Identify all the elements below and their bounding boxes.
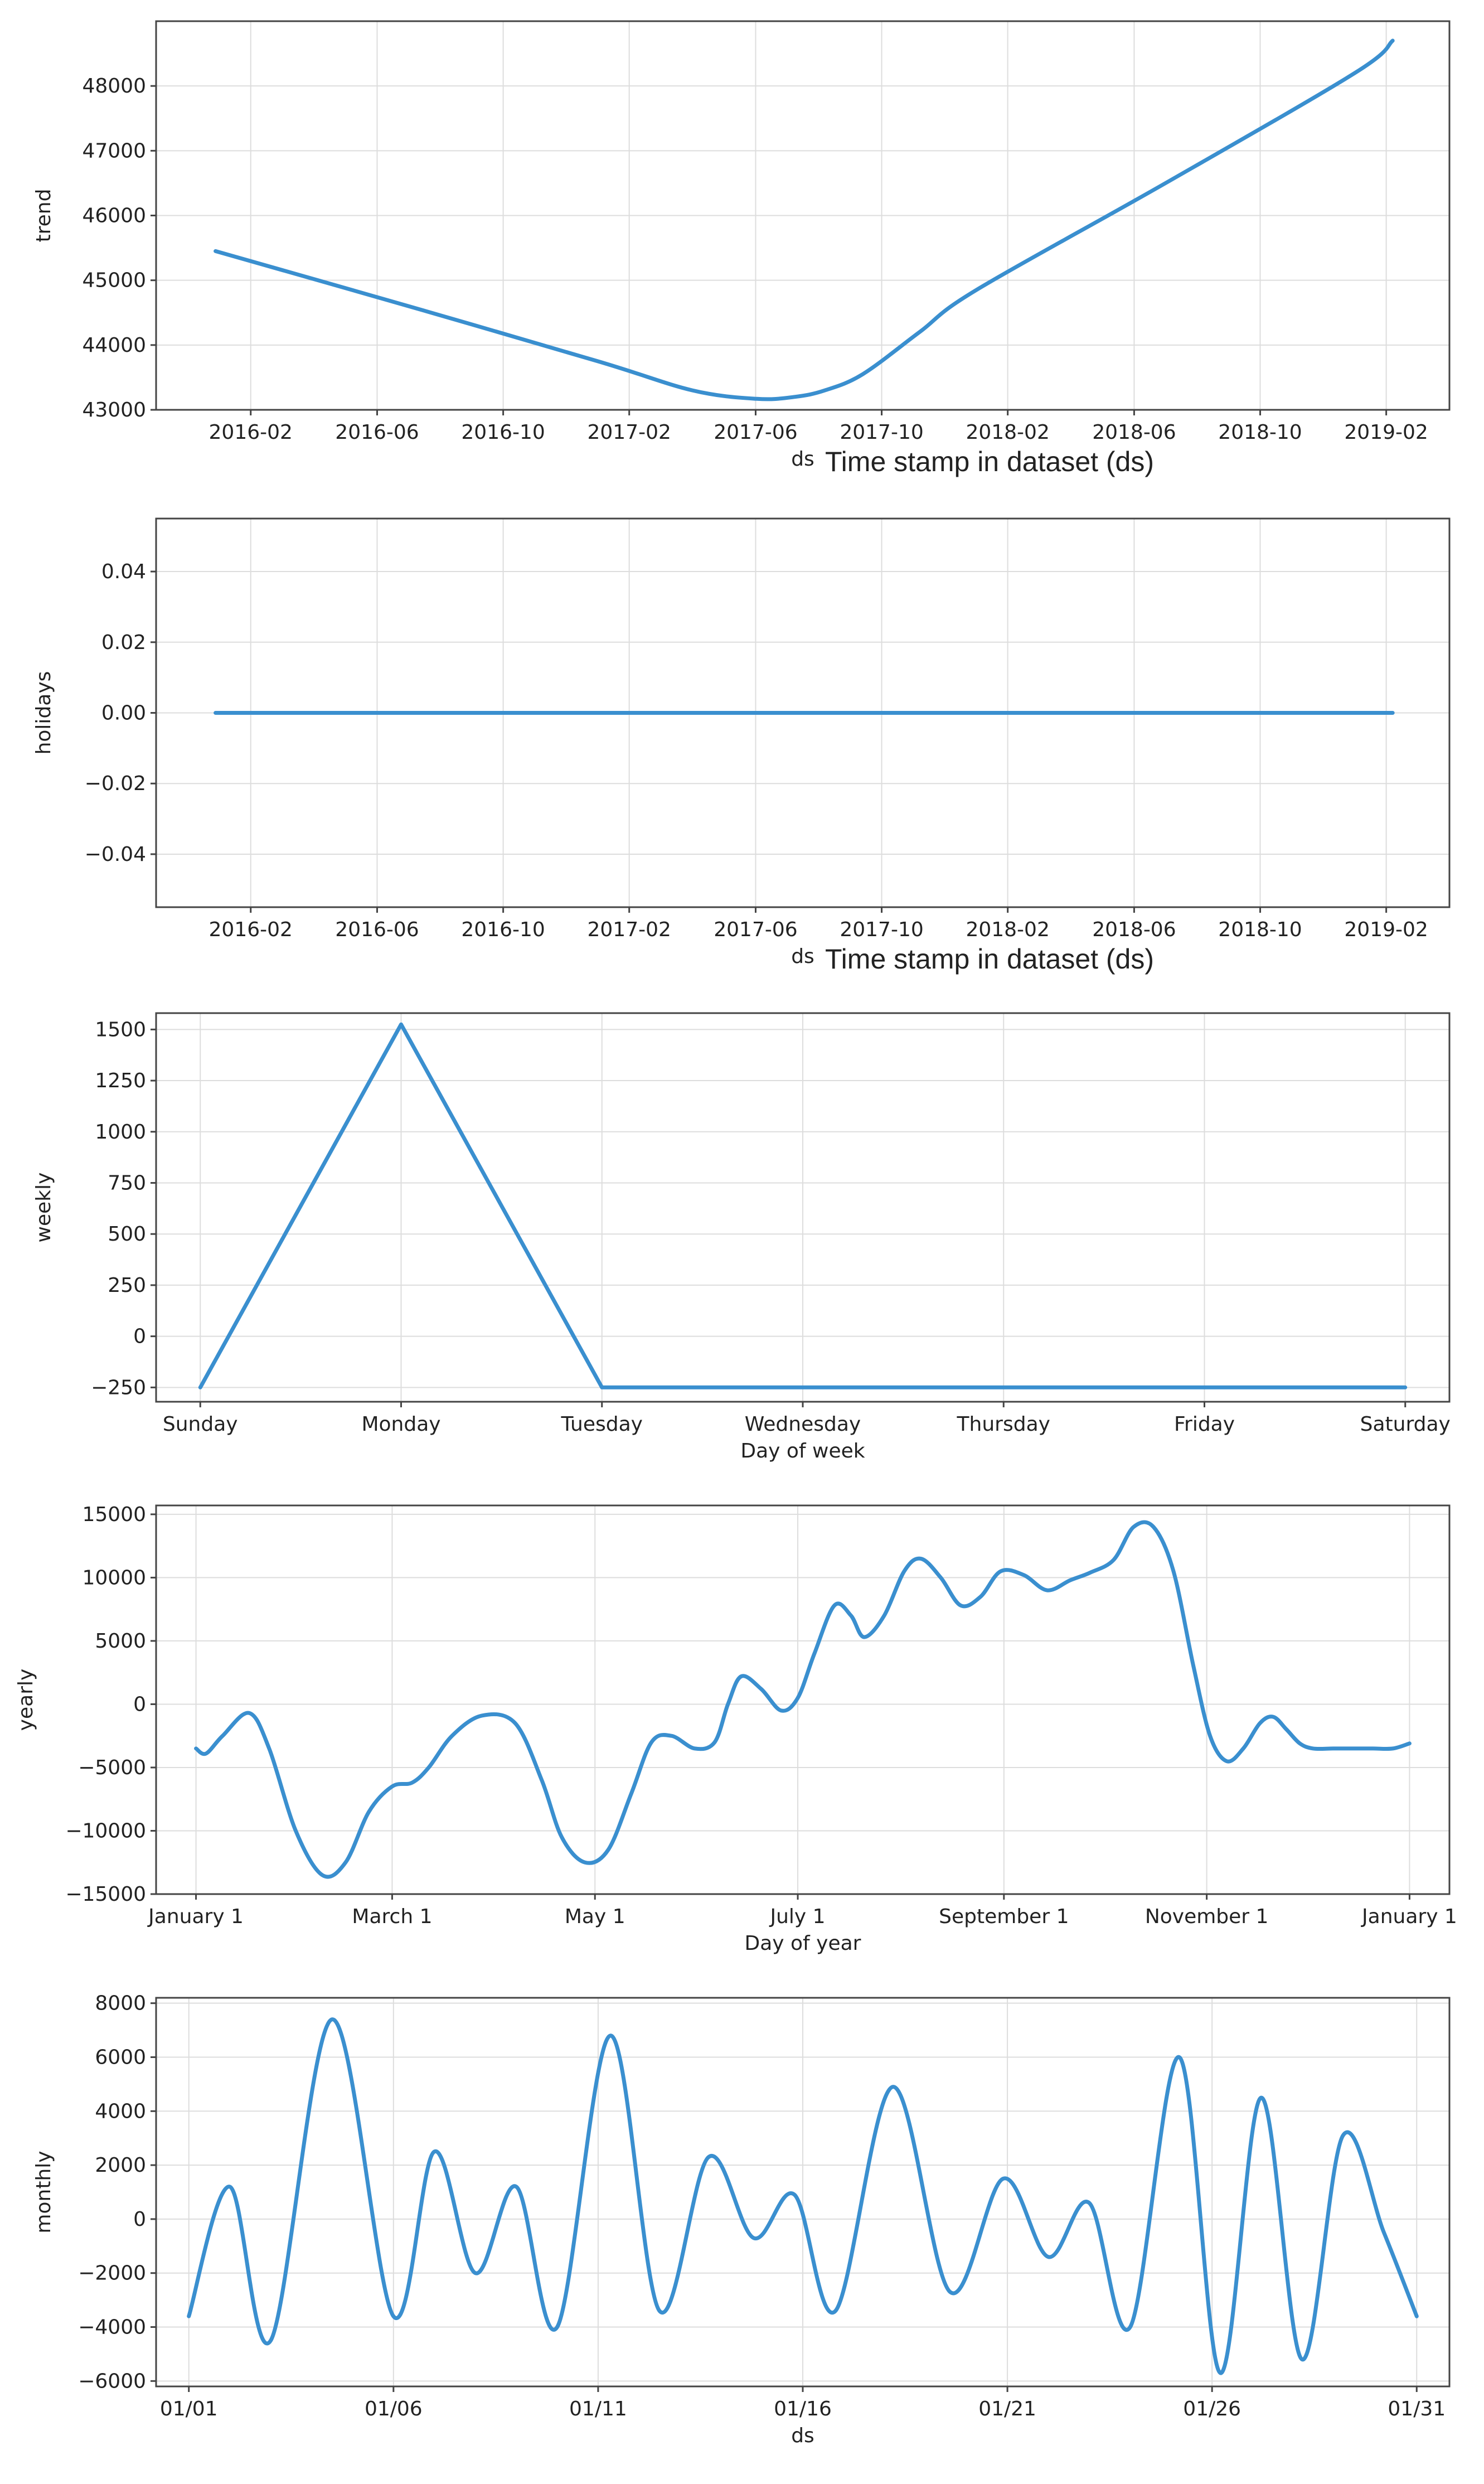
x-tick-label: 2017-10 bbox=[840, 918, 923, 941]
x-tick-label: 2018-10 bbox=[1218, 918, 1302, 941]
y-tick-label: 500 bbox=[108, 1223, 146, 1246]
y-tick-label: 15000 bbox=[82, 1503, 146, 1526]
panel-trend: 43000 44000 45000 46000 47000 48000 2016-02 201… bbox=[32, 20, 1451, 477]
y-tick-label: 1500 bbox=[95, 1018, 146, 1041]
plot-frame bbox=[155, 1504, 1451, 1895]
y-tick-label: 2000 bbox=[95, 2154, 146, 2177]
y-axis-label: holidays bbox=[32, 671, 55, 755]
x-tick-label: Tuesday bbox=[561, 1413, 643, 1436]
x-tick-label: 2016-10 bbox=[461, 421, 545, 444]
panel-holidays: −0.04 −0.02 0.00 0.02 0.04 2016-02 2016-06 2016… bbox=[32, 517, 1451, 975]
y-tick-label: 6000 bbox=[95, 2046, 146, 2069]
y-tick-label: 250 bbox=[108, 1274, 146, 1297]
y-tick-label: −4000 bbox=[78, 2316, 146, 2339]
yearly-series-line bbox=[194, 1520, 1412, 1879]
x-axis-label: ds bbox=[791, 2424, 814, 2447]
x-tick-label: 2017-02 bbox=[587, 918, 671, 941]
y-tick-label: 45000 bbox=[82, 269, 146, 292]
y-tick-label: 0.00 bbox=[101, 702, 146, 725]
panel-weekly: −250 0 250 500 750 1000 1250 1500 Sunday Monday Tu… bbox=[32, 1012, 1451, 1463]
y-tick-label: −10000 bbox=[65, 1819, 146, 1842]
y-tick-label: 1250 bbox=[95, 1069, 146, 1092]
y-tick-label: 48000 bbox=[82, 75, 146, 98]
y-tick-label: 8000 bbox=[95, 1992, 146, 2015]
y-axis-label: monthly bbox=[32, 2151, 55, 2233]
x-tick-label: July 1 bbox=[769, 1905, 826, 1928]
panel-monthly: −6000 −4000 −2000 0 2000 4000 6000 8000 01/01 01/… bbox=[32, 1992, 1451, 2447]
x-tick-label: 2017-06 bbox=[714, 421, 797, 444]
y-tick-label: −0.04 bbox=[85, 843, 146, 866]
y-tick-label: 43000 bbox=[82, 399, 146, 422]
x-tick-label: 2017-10 bbox=[840, 421, 923, 444]
y-tick-label: 44000 bbox=[82, 334, 146, 357]
x-tick-label: November 1 bbox=[1145, 1905, 1269, 1928]
panel-yearly: −15000 −10000 −5000 0 5000 10000 15000 January … bbox=[14, 1503, 1457, 1955]
x-tick-label: 01/06 bbox=[365, 2398, 423, 2420]
y-tick-label: −250 bbox=[91, 1376, 146, 1399]
monthly-series-line bbox=[187, 2017, 1419, 2375]
x-tick-label: 01/26 bbox=[1183, 2398, 1241, 2420]
y-axis-label: trend bbox=[32, 189, 55, 243]
x-tick-label: Saturday bbox=[1360, 1413, 1451, 1436]
y-tick-label: 4000 bbox=[95, 2100, 146, 2123]
x-tick-label: Wednesday bbox=[745, 1413, 861, 1436]
y-tick-label: 46000 bbox=[82, 205, 146, 227]
x-axis-annotation: Time stamp in dataset (ds) bbox=[825, 446, 1154, 477]
x-tick-label: 2018-06 bbox=[1092, 918, 1176, 941]
y-tick-label: −15000 bbox=[65, 1883, 146, 1906]
x-tick-label: 2018-06 bbox=[1092, 421, 1176, 444]
x-tick-label: 01/11 bbox=[569, 2398, 627, 2420]
x-tick-label: 2016-02 bbox=[209, 918, 293, 941]
y-tick-label: −6000 bbox=[78, 2370, 146, 2393]
x-tick-label: 01/31 bbox=[1388, 2398, 1446, 2420]
x-tick-label: March 1 bbox=[352, 1905, 432, 1928]
x-tick-label: 2016-10 bbox=[461, 918, 545, 941]
x-tick-label: Sunday bbox=[163, 1413, 238, 1436]
x-tick-label: January 1 bbox=[1361, 1905, 1457, 1928]
y-tick-label: 0 bbox=[133, 1325, 146, 1348]
y-tick-label: 0.04 bbox=[101, 560, 146, 583]
y-tick-label: 47000 bbox=[82, 139, 146, 162]
x-tick-label: Friday bbox=[1174, 1413, 1235, 1436]
y-tick-label: 10000 bbox=[82, 1566, 146, 1589]
x-tick-label: Monday bbox=[361, 1413, 440, 1436]
x-tick-label: 2019-02 bbox=[1344, 918, 1428, 941]
x-tick-label: 2018-10 bbox=[1218, 421, 1302, 444]
x-axis-label: Day of week bbox=[740, 1440, 865, 1463]
y-tick-label: 750 bbox=[108, 1171, 146, 1194]
y-tick-label: 1000 bbox=[95, 1121, 146, 1144]
x-tick-label: Thursday bbox=[957, 1413, 1050, 1436]
y-tick-label: 0.02 bbox=[101, 631, 146, 654]
weekly-series-line bbox=[198, 1022, 1408, 1389]
trend-series-line bbox=[214, 38, 1395, 401]
x-tick-label: September 1 bbox=[939, 1905, 1069, 1928]
y-axis-label: weekly bbox=[32, 1173, 55, 1243]
y-tick-label: 0 bbox=[133, 1693, 146, 1716]
y-tick-label: 5000 bbox=[95, 1630, 146, 1653]
x-axis-label: Day of year bbox=[745, 1932, 861, 1955]
x-tick-label: 2017-06 bbox=[714, 918, 797, 941]
x-axis-label: ds bbox=[791, 945, 814, 968]
x-tick-label: May 1 bbox=[565, 1905, 625, 1928]
x-tick-label: 2016-06 bbox=[335, 918, 419, 941]
x-tick-label: 2016-06 bbox=[335, 421, 419, 444]
y-axis-label: yearly bbox=[14, 1669, 37, 1731]
y-tick-label: −0.02 bbox=[85, 772, 146, 795]
y-tick-label: 0 bbox=[133, 2208, 146, 2231]
x-tick-label: 01/01 bbox=[160, 2398, 218, 2420]
x-tick-label: 01/16 bbox=[774, 2398, 832, 2420]
x-tick-label: 01/21 bbox=[978, 2398, 1036, 2420]
x-axis-label: ds bbox=[791, 448, 814, 471]
x-tick-label: 2018-02 bbox=[966, 918, 1049, 941]
x-axis-annotation: Time stamp in dataset (ds) bbox=[825, 943, 1154, 975]
x-tick-label: 2018-02 bbox=[966, 421, 1049, 444]
x-tick-label: 2016-02 bbox=[209, 421, 293, 444]
x-tick-label: January 1 bbox=[147, 1905, 244, 1928]
x-tick-label: 2019-02 bbox=[1344, 421, 1428, 444]
x-tick-label: 2017-02 bbox=[587, 421, 671, 444]
y-tick-label: −5000 bbox=[78, 1756, 146, 1779]
y-tick-label: −2000 bbox=[78, 2262, 146, 2285]
